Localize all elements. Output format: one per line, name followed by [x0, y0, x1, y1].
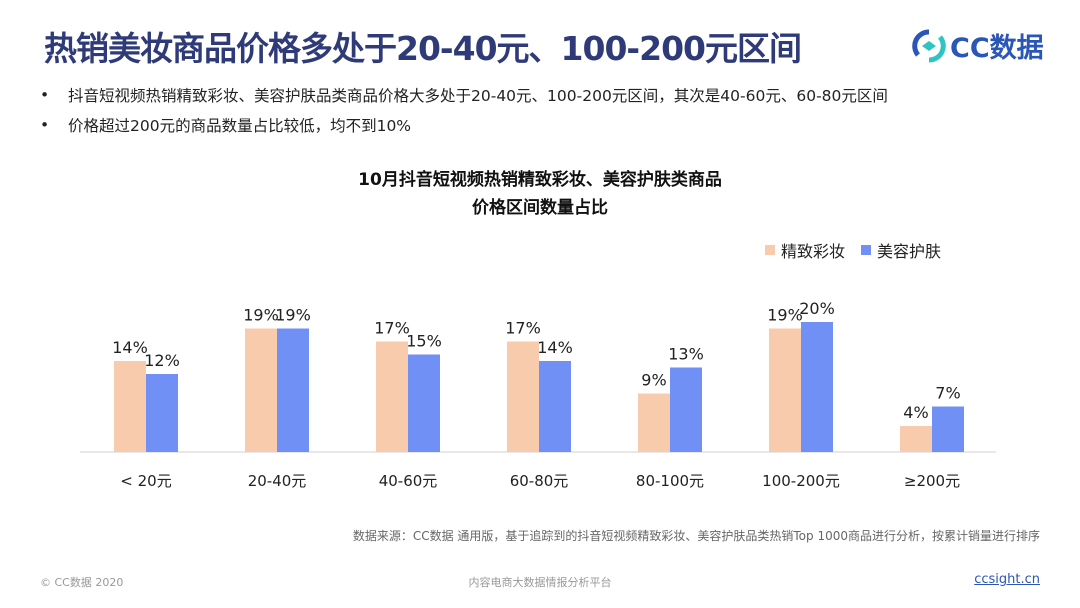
bullet-list: • 抖音短视频热销精致彩妆、美容护肤品类商品价格大多处于20-40元、100-20…	[40, 80, 888, 140]
bar	[670, 367, 702, 452]
page-title: 热销美妆商品价格多处于20-40元、100-200元区间	[44, 29, 802, 68]
bar	[507, 341, 539, 452]
bar	[539, 361, 571, 452]
x-tick-label: 60-80元	[510, 472, 569, 490]
logo: CC数据	[912, 26, 1044, 65]
bar	[146, 374, 178, 452]
data-label: 12%	[144, 351, 180, 370]
x-tick-label: 100-200元	[762, 472, 840, 490]
data-label: 13%	[668, 345, 704, 364]
x-tick-label: 80-100元	[636, 472, 704, 490]
data-label: 9%	[641, 371, 666, 390]
data-label: 19%	[767, 306, 803, 325]
x-tick-label: ≥200元	[904, 472, 960, 490]
data-label: 7%	[935, 384, 960, 403]
chart-title-line: 价格区间数量占比	[472, 198, 608, 218]
chart-legend: 精致彩妆 美容护肤	[765, 238, 941, 262]
bar	[245, 328, 277, 452]
site-link[interactable]: ccsight.cn	[974, 572, 1040, 587]
bullet-text: 价格超过200元的商品数量占比较低，均不到10%	[68, 117, 412, 135]
source-note: 数据来源：CC数据 通用版，基于追踪到的抖音短视频精致彩妆、美容护肤品类热销To…	[352, 529, 1040, 543]
x-tick-label: < 20元	[120, 472, 171, 490]
chart-title: 10月抖音短视频热销精致彩妆、美容护肤类商品 价格区间数量占比	[0, 166, 1080, 222]
legend-swatch	[861, 245, 872, 255]
data-label: 14%	[112, 338, 148, 357]
copyright: © CC数据 2020	[40, 576, 124, 589]
data-label: 17%	[505, 319, 541, 338]
bar	[114, 361, 146, 452]
bar	[638, 393, 670, 452]
legend-item: 精致彩妆	[765, 238, 845, 262]
data-label: 15%	[406, 332, 442, 351]
bar	[932, 406, 964, 452]
bar	[408, 354, 440, 452]
data-label: 20%	[799, 299, 835, 318]
data-label: 19%	[243, 306, 279, 325]
bar	[801, 322, 833, 452]
bar	[900, 426, 932, 452]
x-tick-label: 40-60元	[379, 472, 438, 490]
footer-center: 内容电商大数据情报分析平台	[468, 576, 612, 589]
logo-text: CC数据	[950, 33, 1044, 64]
x-tick-label: 20-40元	[248, 472, 307, 490]
legend-label: 美容护肤	[877, 242, 942, 261]
legend-swatch	[765, 245, 775, 255]
bar	[769, 328, 801, 452]
bar	[277, 328, 309, 452]
bullet-item: • 抖音短视频热销精致彩妆、美容护肤品类商品价格大多处于20-40元、100-20…	[40, 86, 888, 105]
legend-label: 精致彩妆	[781, 242, 846, 261]
data-label: 19%	[275, 306, 311, 325]
logo-icon	[912, 28, 946, 63]
legend-item: 美容护肤	[861, 238, 941, 262]
bullet-item: • 价格超过200元的商品数量占比较低，均不到10%	[40, 116, 412, 135]
bullet-text: 抖音短视频热销精致彩妆、美容护肤品类商品价格大多处于20-40元、100-200…	[68, 87, 888, 105]
data-label: 4%	[903, 403, 928, 422]
chart-title-line: 10月抖音短视频热销精致彩妆、美容护肤类商品	[358, 170, 722, 190]
data-label: 14%	[537, 338, 573, 357]
bar	[376, 341, 408, 452]
data-label: 17%	[374, 319, 410, 338]
